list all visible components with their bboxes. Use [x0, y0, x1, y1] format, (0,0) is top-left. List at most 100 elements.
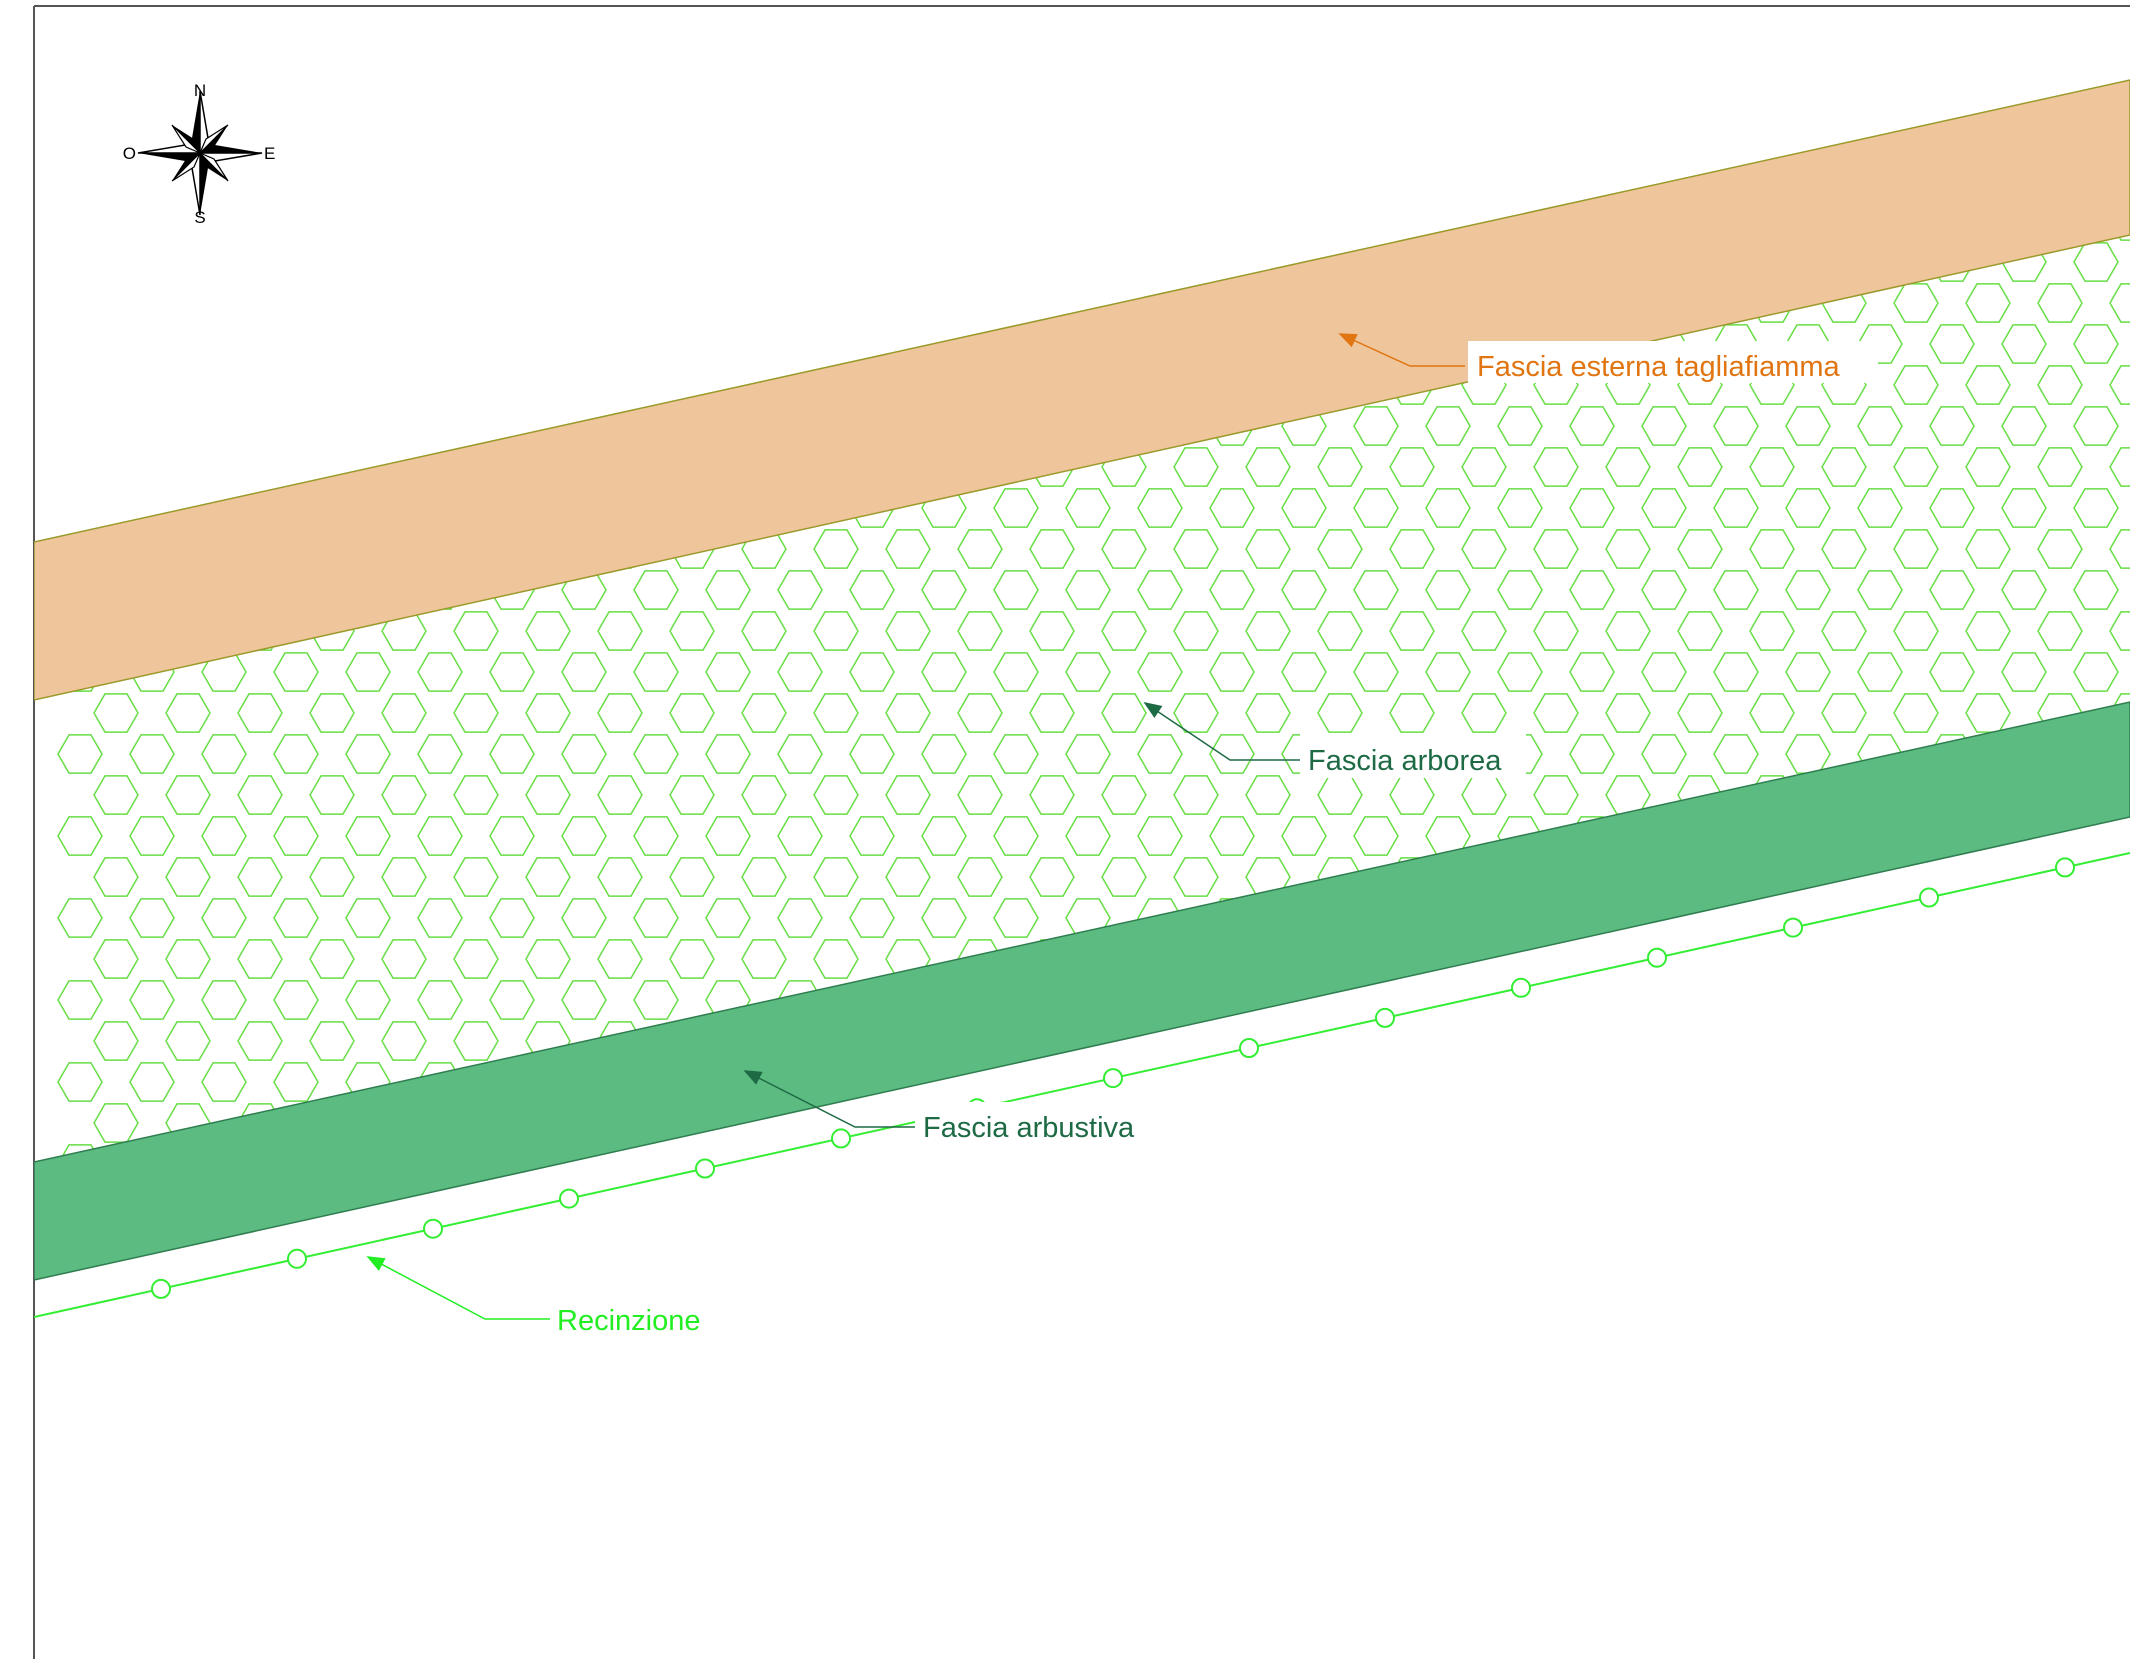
hexagon-tree-icon [813, 529, 859, 569]
hexagon-tree-icon [957, 693, 1003, 733]
hexagon-tree-icon [1389, 1103, 1435, 1143]
hexagon-tree-icon [1353, 1144, 1399, 1162]
hexagon-tree-icon [237, 939, 283, 979]
hexagon-tree-icon [417, 980, 463, 1020]
hexagon-tree-icon [561, 816, 607, 856]
hexagon-tree-icon [129, 406, 175, 446]
hexagon-tree-icon [1498, 161, 1542, 199]
hexagon-tree-icon [1245, 775, 1291, 815]
hexagon-tree-icon [1965, 611, 2011, 651]
hexagon-tree-icon [994, 161, 1038, 199]
hexagon-tree-icon [1425, 652, 1471, 692]
hexagon-tree-icon [1425, 570, 1471, 610]
hexagon-tree-icon [93, 775, 139, 815]
hexagon-tree-icon [489, 324, 535, 364]
hexagon-tree-icon [129, 980, 175, 1020]
hexagon-tree-icon [345, 242, 391, 282]
fence-post-icon [1647, 947, 1667, 968]
hexagon-tree-icon [237, 365, 283, 405]
hexagon-tree-icon [273, 652, 319, 692]
hexagon-tree-icon [129, 324, 175, 364]
hexagon-tree-icon [1713, 570, 1759, 610]
hexagon-tree-icon [525, 693, 571, 733]
hexagon-tree-icon [1497, 406, 1543, 446]
hexagon-tree-icon [1533, 529, 1579, 569]
hexagon-tree-icon [2073, 898, 2119, 938]
hexagon-tree-icon [1173, 447, 1219, 487]
hexagon-tree-icon [1641, 570, 1687, 610]
hexagon-tree-icon [1569, 406, 1615, 446]
hexagon-tree-icon [1893, 447, 1939, 487]
firebreak-leader: Fascia esterna tagliafiamma [1338, 333, 1878, 383]
hexagon-tree-icon [705, 898, 751, 938]
hexagon-tree-icon [274, 161, 318, 199]
hexagon-tree-icon [777, 898, 823, 938]
hexagon-tree-icon [633, 816, 679, 856]
hexagon-tree-icon [2001, 980, 2047, 1020]
hexagon-tree-icon [1749, 1103, 1795, 1143]
hexagon-tree-icon [1821, 447, 1867, 487]
hexagon-tree-icon [273, 980, 319, 1020]
hexagon-tree-icon [1929, 1144, 1975, 1162]
hexagon-tree-icon [525, 283, 571, 323]
hexagon-tree-icon [489, 652, 535, 692]
hexagon-tree-icon [381, 857, 427, 897]
hexagon-tree-icon [1821, 939, 1867, 979]
hexagon-tree-icon [2109, 447, 2130, 487]
hexagon-tree-icon [633, 242, 679, 282]
hexagon-tree-icon [57, 898, 103, 938]
hexagon-tree-icon [1569, 1062, 1615, 1102]
hexagon-tree-icon [237, 447, 283, 487]
hexagon-tree-icon [309, 939, 355, 979]
hexagon-tree-icon [885, 283, 931, 323]
hexagon-tree-icon [1713, 980, 1759, 1020]
hexagon-tree-icon [1533, 1103, 1579, 1143]
hexagon-tree-icon [1605, 529, 1651, 569]
hexagon-tree-icon [1390, 1186, 1434, 1224]
hexagon-tree-icon [525, 775, 571, 815]
hexagon-tree-icon [2073, 652, 2119, 692]
hexagon-tree-icon [1245, 611, 1291, 651]
hexagon-tree-icon [777, 242, 823, 282]
hexagon-tree-icon [597, 857, 643, 897]
hexagon-tree-icon [1389, 611, 1435, 651]
hexagon-tree-icon [1677, 529, 1723, 569]
hexagon-tree-icon [1929, 1062, 1975, 1102]
hexagon-tree-icon [885, 775, 931, 815]
hexagon-tree-icon [1785, 406, 1831, 446]
compass-south-label: S [194, 208, 205, 227]
hexagon-tree-icon [741, 235, 787, 241]
hexagon-tree-icon [1389, 775, 1435, 815]
hexagon-tree-icon [705, 324, 751, 364]
hexagon-tree-icon [1713, 1144, 1759, 1162]
hexagon-tree-icon [237, 283, 283, 323]
hexagon-tree-icon [1462, 1186, 1506, 1224]
hexagon-tree-icon [1029, 235, 1075, 241]
hexagon-tree-icon [921, 570, 967, 610]
hexagon-tree-icon [1029, 775, 1075, 815]
hexagon-tree-icon [1497, 570, 1543, 610]
hexagon-tree-icon [886, 1186, 930, 1224]
hexagon-tree-icon [2037, 529, 2083, 569]
hexagon-tree-icon [561, 898, 607, 938]
hexagon-tree-icon [849, 898, 895, 938]
hexagon-tree-icon [1785, 488, 1831, 528]
hexagon-tree-icon [957, 235, 1003, 241]
hexagon-tree-icon [1893, 529, 1939, 569]
hexagon-tree-icon [1030, 1186, 1074, 1224]
hexagon-tree-icon [633, 324, 679, 364]
hexagon-tree-icon [129, 898, 175, 938]
hexagon-tree-icon [1894, 1186, 1938, 1224]
hexagon-tree-icon [1281, 1144, 1327, 1162]
hexagon-tree-icon [1317, 529, 1363, 569]
hexagon-tree-icon [993, 734, 1039, 774]
hexagon-tree-icon [2073, 406, 2119, 446]
hexagon-tree-icon [2001, 324, 2047, 364]
hexagon-tree-icon [1461, 529, 1507, 569]
hexagon-tree-icon [706, 161, 750, 199]
hexagon-tree-icon [165, 1021, 211, 1061]
hexagon-tree-icon [237, 1021, 283, 1061]
hexagon-tree-icon [1569, 570, 1615, 610]
hexagon-tree-icon [453, 857, 499, 897]
hexagon-tree-icon [670, 1186, 714, 1224]
